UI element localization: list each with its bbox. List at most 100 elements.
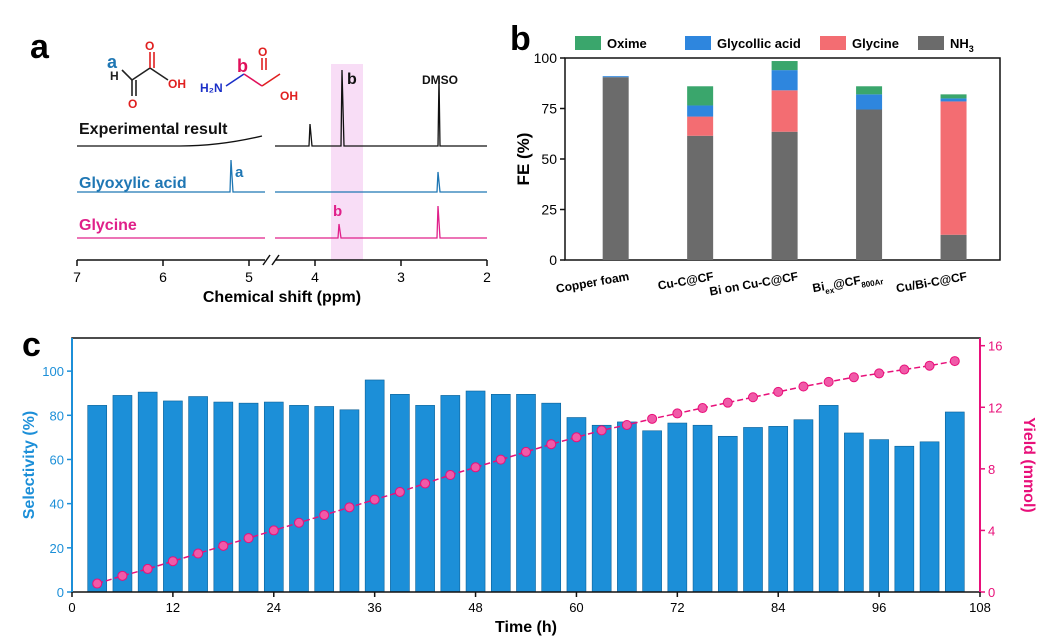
site-a-label: a [107,52,118,72]
selectivity-bar [869,439,889,593]
time-xlabel: Time (h) [495,619,557,636]
fe-bar-segment [687,116,714,136]
yield-point [420,478,431,489]
fe-y-tick-label: 50 [541,151,557,167]
panel-b: b Oxime Glycollic acid Glycine NH3 0 25 50 75 1… [510,20,1001,299]
fe-bar-segment [771,70,798,91]
selectivity-bar [591,424,612,593]
selectivity-bar [339,409,360,593]
glycine-structure [225,58,281,87]
selectivity-bar [465,390,486,593]
spectrum-glyoxylic [77,159,487,193]
selectivity-bar [541,402,562,593]
fe-bar-segment [940,101,967,235]
fe-y-tick-label: 25 [541,202,557,218]
yield-point [647,413,658,424]
selectivity-y-tick-label: 80 [50,408,64,423]
panel-a: a a H O OH O H₂N b O OH [30,28,491,306]
selectivity-bar [440,395,461,593]
fe-ylabel: FE (%) [514,133,533,186]
nmr-xlabel: Chemical shift (ppm) [203,289,361,306]
selectivity-y-tick-label: 60 [50,452,64,467]
panel-a-label: a [30,28,50,66]
fe-y-tick-label: 75 [541,101,557,117]
fe-bar-segment [856,109,883,260]
fe-bar-segment [602,76,629,78]
trace-label-glyoxylic: Glyoxylic acid [79,175,187,192]
yield-series-line [97,360,955,585]
selectivity-bar [818,405,839,593]
fe-legend-swatch [575,36,601,50]
fe-x-tick-label: Cu-C@CF [657,269,715,293]
yield-point [672,408,683,419]
fe-legend-swatch [685,36,711,50]
fe-y-tick-label: 0 [549,252,557,268]
selectivity-bar [516,394,536,593]
fe-legend-label: Glycollic acid [717,36,801,51]
fe-legend-label: Glycine [852,36,899,51]
oh-label-2: OH [280,89,298,103]
nmr-tick-3: 3 [397,269,405,285]
fe-y-tick-label: 100 [534,50,558,66]
yield-point [445,470,456,481]
yield-y-tick-label: 4 [988,523,995,538]
selectivity-bar [919,441,940,593]
fe-legend-swatch [918,36,944,50]
fe-bar-segment [771,131,798,260]
yield-point [596,425,607,436]
peak-label-a: a [235,164,244,181]
time-x-tick-label: 108 [969,600,991,615]
selectivity-bar [263,401,284,593]
peak-label-b: b [333,203,342,220]
fe-bar-segment [856,94,883,110]
selectivity-bar [87,405,108,593]
yield-point [924,360,935,371]
fe-x-tick-label: Cu/Bi-C@CF [895,269,968,295]
selectivity-bar [717,435,738,593]
fe-x-tick-label: Copper foam [555,269,630,296]
selectivity-bar [112,395,133,593]
time-x-tick-label: 0 [68,600,75,615]
nmr-tick-4: 4 [311,269,319,285]
fe-bar-segment [856,86,883,95]
yield-line [92,356,960,589]
yield-point [571,432,582,443]
yield-point [167,556,178,567]
yield-point [697,403,708,414]
oh-label-1: OH [168,77,186,91]
selectivity-ylabel: Selectivity (%) [21,411,38,519]
yield-y-tick-label: 12 [988,400,1002,415]
fe-legend-label: NH3 [950,36,974,54]
selectivity-bar [289,405,309,593]
time-x-tick-label: 48 [468,600,482,615]
h-label: H [110,69,119,83]
fe-x-tick-label: Biex@CF800Ar [811,269,884,298]
nmr-tick-2: 2 [483,269,491,285]
selectivity-bar [642,430,662,593]
fe-bars [602,61,967,260]
yield-point [268,525,279,536]
yield-point [294,517,304,528]
selectivity-bar [617,421,637,593]
yield-point [899,364,910,375]
time-x-tick-label: 72 [670,600,684,615]
selectivity-bar [692,424,713,593]
nmr-ticks: 7 6 5 4 3 2 [73,269,491,285]
yield-point [319,510,330,521]
yield-point [470,462,481,473]
selectivity-bar [188,396,208,593]
site-b-label: b [237,56,248,76]
selectivity-bar [137,391,158,593]
fe-legend-item: Oxime [575,36,647,51]
time-x-tick-label: 12 [166,600,180,615]
yield-point [798,381,809,392]
nmr-tick-7: 7 [73,269,81,285]
selectivity-bar [844,432,864,593]
nmr-tick-5: 5 [245,269,253,285]
fe-legend-item: NH3 [918,36,974,54]
o-label-3: O [258,45,267,59]
selectivity-bar [894,445,915,593]
yield-point [344,502,355,513]
fe-legend-item: Glycollic acid [685,36,801,51]
